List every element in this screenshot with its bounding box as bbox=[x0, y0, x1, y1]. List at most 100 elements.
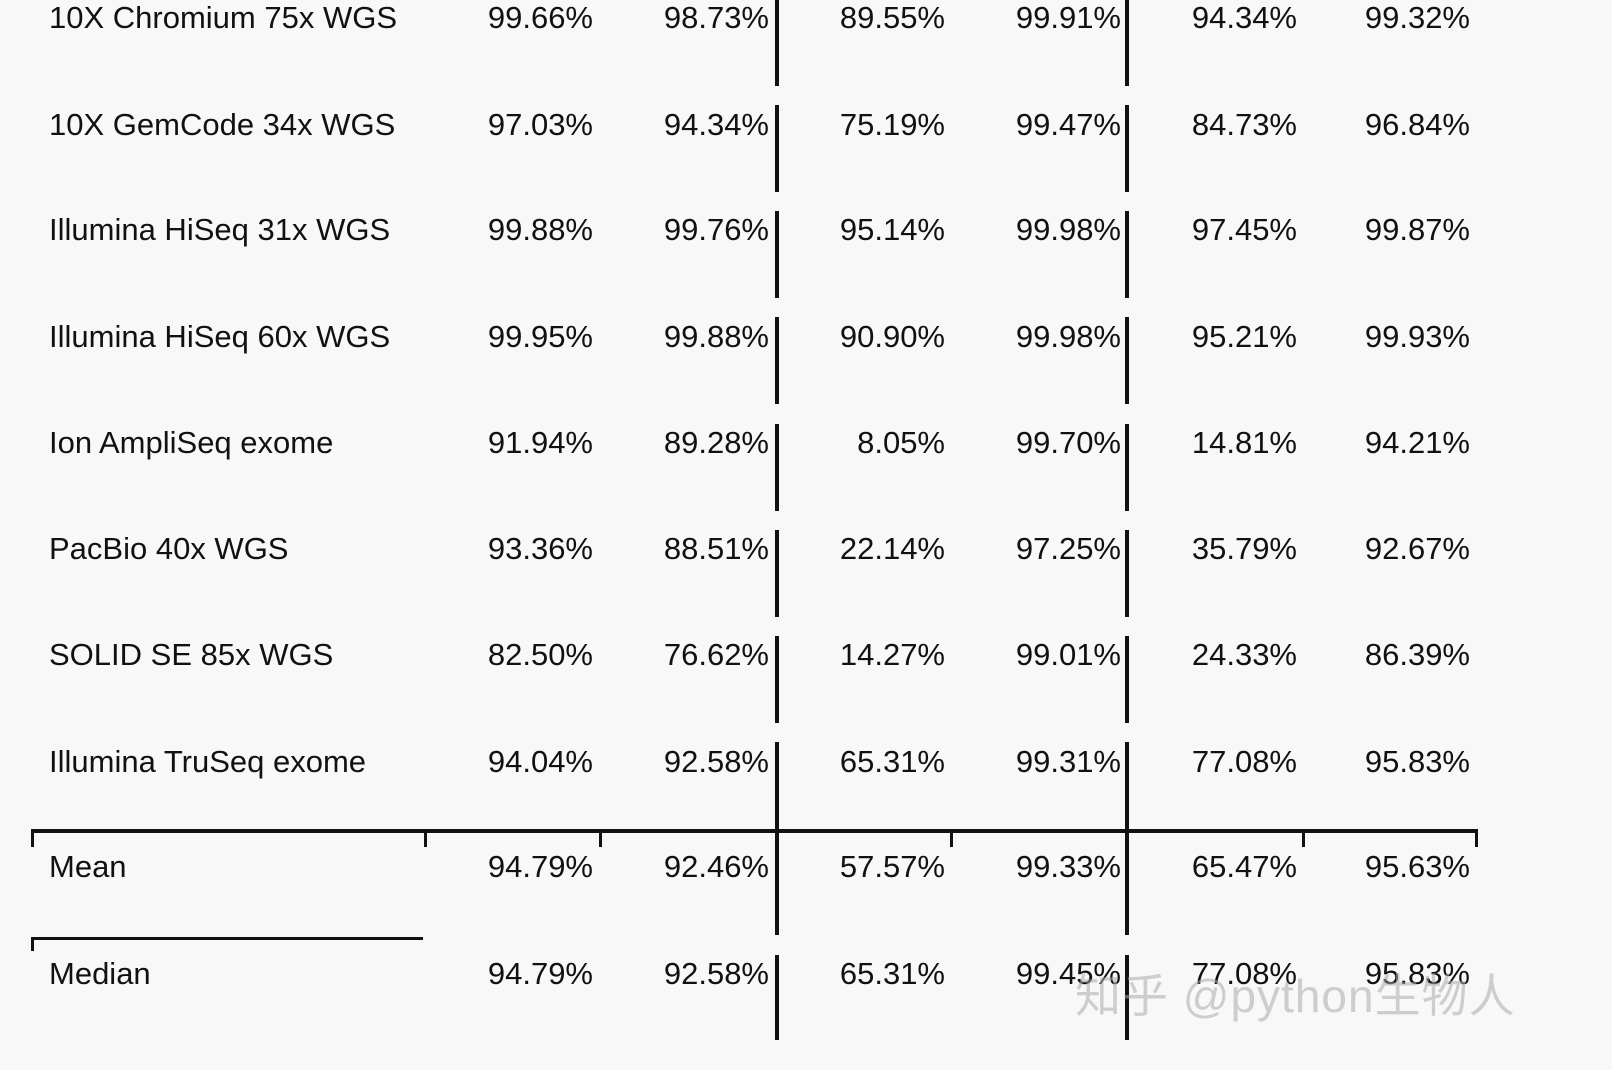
table-cell: 14.27% bbox=[839, 637, 945, 672]
table-cell: 99.32% bbox=[1364, 0, 1470, 35]
column-group-divider bbox=[775, 317, 779, 404]
row-label-platform: Ion AmpliSeq exome bbox=[49, 425, 334, 460]
table-cell: 99.95% bbox=[487, 319, 593, 354]
summary-cell: 95.83% bbox=[1364, 956, 1470, 991]
table-cell: 99.66% bbox=[487, 0, 593, 35]
summary-cell: 92.46% bbox=[663, 849, 769, 884]
summary-rule-tick bbox=[950, 831, 953, 847]
table-cell: 93.36% bbox=[487, 531, 593, 566]
row-label-platform: 10X GemCode 34x WGS bbox=[49, 107, 396, 142]
column-group-divider bbox=[1125, 317, 1129, 404]
table-cell: 99.31% bbox=[1015, 744, 1121, 779]
summary-cell: 99.45% bbox=[1015, 956, 1121, 991]
table-cell: 89.55% bbox=[839, 0, 945, 35]
column-group-divider bbox=[775, 636, 779, 723]
table-cell: 99.88% bbox=[663, 319, 769, 354]
summary-cell: 99.33% bbox=[1015, 849, 1121, 884]
median-rule-tick bbox=[31, 939, 34, 951]
summary-cell: 65.31% bbox=[839, 956, 945, 991]
column-group-divider bbox=[1125, 829, 1129, 935]
summary-cell: 94.79% bbox=[487, 849, 593, 884]
column-group-divider bbox=[1125, 211, 1129, 298]
table-cell: 97.03% bbox=[487, 107, 593, 142]
row-label-platform: Illumina HiSeq 31x WGS bbox=[49, 212, 391, 247]
column-group-divider bbox=[1125, 0, 1129, 86]
table-cell: 35.79% bbox=[1191, 531, 1297, 566]
table-cell: 90.90% bbox=[839, 319, 945, 354]
table-cell: 75.19% bbox=[839, 107, 945, 142]
column-group-divider bbox=[775, 211, 779, 298]
table-cell: 94.34% bbox=[1191, 0, 1297, 35]
summary-rule-tick bbox=[31, 831, 34, 847]
summary-rule-tick bbox=[599, 831, 602, 847]
table-cell: 99.98% bbox=[1015, 212, 1121, 247]
row-label-platform: PacBio 40x WGS bbox=[49, 531, 289, 566]
column-group-divider bbox=[1125, 636, 1129, 723]
table-cell: 77.08% bbox=[1191, 744, 1297, 779]
table-cell: 95.83% bbox=[1364, 744, 1470, 779]
column-group-divider bbox=[1125, 955, 1129, 1040]
table-cell: 22.14% bbox=[839, 531, 945, 566]
table-cell: 91.94% bbox=[487, 425, 593, 460]
column-group-divider bbox=[1125, 742, 1129, 831]
column-group-divider bbox=[775, 955, 779, 1040]
table-cell: 99.01% bbox=[1015, 637, 1121, 672]
table-cell: 94.04% bbox=[487, 744, 593, 779]
table-cell: 99.87% bbox=[1364, 212, 1470, 247]
summary-label-mean: Mean bbox=[49, 849, 127, 884]
median-rule bbox=[31, 937, 423, 940]
table-cell: 97.45% bbox=[1191, 212, 1297, 247]
column-group-divider bbox=[775, 424, 779, 511]
zhihu-watermark: 知乎 @python生物人 bbox=[1075, 970, 1516, 1022]
table-cell: 92.58% bbox=[663, 744, 769, 779]
table-cell: 99.47% bbox=[1015, 107, 1121, 142]
table-cell: 99.88% bbox=[487, 212, 593, 247]
row-label-platform: Illumina HiSeq 60x WGS bbox=[49, 319, 391, 354]
table-cell: 14.81% bbox=[1191, 425, 1297, 460]
table-cell: 99.70% bbox=[1015, 425, 1121, 460]
summary-cell: 77.08% bbox=[1191, 956, 1297, 991]
summary-cell: 65.47% bbox=[1191, 849, 1297, 884]
column-group-divider bbox=[775, 742, 779, 831]
table-cell: 99.98% bbox=[1015, 319, 1121, 354]
table-cell: 89.28% bbox=[663, 425, 769, 460]
summary-cell: 57.57% bbox=[839, 849, 945, 884]
table-cell: 95.14% bbox=[839, 212, 945, 247]
summary-rule-tick bbox=[424, 831, 427, 847]
table-cell: 84.73% bbox=[1191, 107, 1297, 142]
table-cell: 76.62% bbox=[663, 637, 769, 672]
table-cell: 99.76% bbox=[663, 212, 769, 247]
table-cell: 97.25% bbox=[1015, 531, 1121, 566]
table-cell: 94.21% bbox=[1364, 425, 1470, 460]
table-cell: 98.73% bbox=[663, 0, 769, 35]
table-cell: 95.21% bbox=[1191, 319, 1297, 354]
column-group-divider bbox=[775, 829, 779, 935]
table-cell: 92.67% bbox=[1364, 531, 1470, 566]
column-group-divider bbox=[1125, 530, 1129, 617]
table-cell: 86.39% bbox=[1364, 637, 1470, 672]
table-cell: 99.93% bbox=[1364, 319, 1470, 354]
table-cell: 88.51% bbox=[663, 531, 769, 566]
row-label-platform: 10X Chromium 75x WGS bbox=[49, 0, 397, 35]
row-label-platform: SOLID SE 85x WGS bbox=[49, 637, 334, 672]
table-cell: 99.91% bbox=[1015, 0, 1121, 35]
summary-cell: 94.79% bbox=[487, 956, 593, 991]
table-cell: 65.31% bbox=[839, 744, 945, 779]
summary-rule-tick bbox=[1302, 831, 1305, 847]
column-group-divider bbox=[775, 105, 779, 192]
summary-label-median: Median bbox=[49, 956, 151, 991]
summary-rule bbox=[31, 829, 1478, 833]
column-group-divider bbox=[775, 0, 779, 86]
summary-cell: 95.63% bbox=[1364, 849, 1470, 884]
table-cell: 94.34% bbox=[663, 107, 769, 142]
column-group-divider bbox=[1125, 105, 1129, 192]
summary-rule-tick bbox=[1475, 831, 1478, 847]
table-cell: 82.50% bbox=[487, 637, 593, 672]
table-cell: 24.33% bbox=[1191, 637, 1297, 672]
table-cell: 96.84% bbox=[1364, 107, 1470, 142]
column-group-divider bbox=[775, 530, 779, 617]
column-group-divider bbox=[1125, 424, 1129, 511]
table-cell: 8.05% bbox=[857, 425, 945, 460]
row-label-platform: Illumina TruSeq exome bbox=[49, 744, 367, 779]
